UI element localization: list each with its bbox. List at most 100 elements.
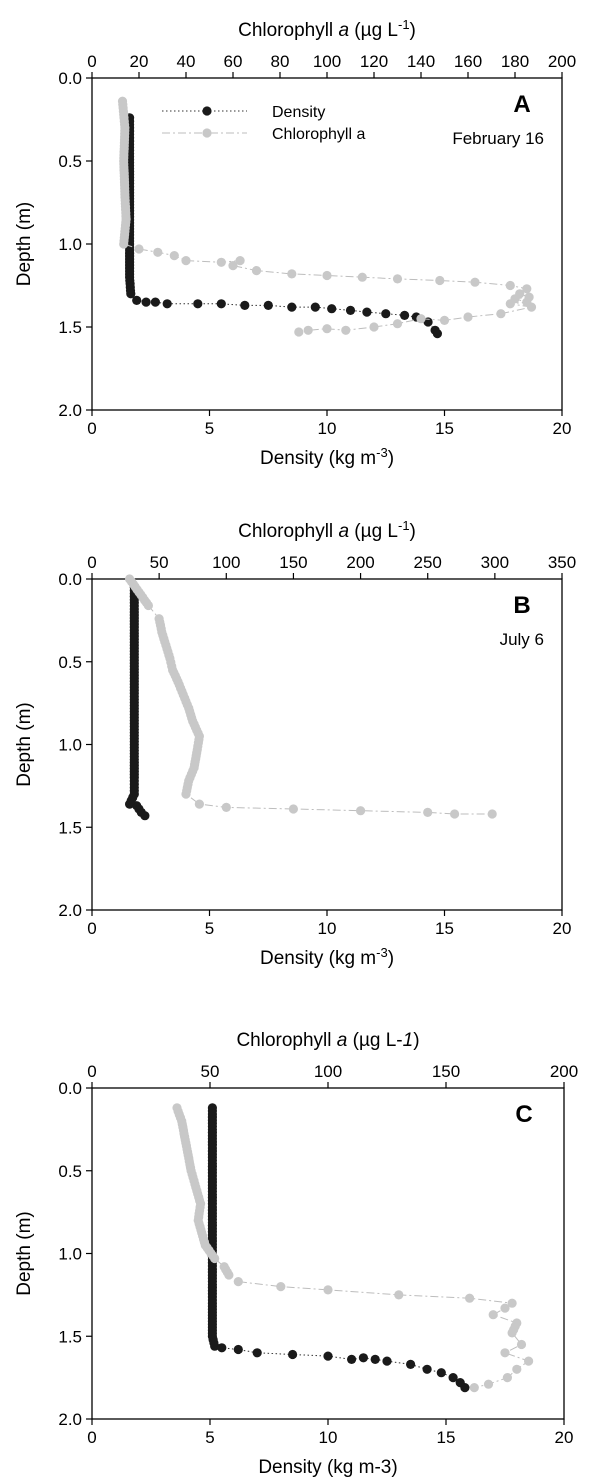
data-point-fill-chlorophyll (222, 1267, 232, 1277)
data-point-chlorophyll (470, 277, 480, 287)
data-point-chlorophyll (369, 322, 379, 332)
x-bottom-tick-label: 10 (318, 419, 337, 438)
data-point-density (406, 1359, 416, 1369)
data-point-density (240, 300, 250, 310)
panel-b: 0 5 10 15 200 50 100 150 200 250 300 3500.00.51.01.… (14, 518, 576, 970)
data-point-chlorophyll (500, 1303, 510, 1313)
data-point-chlorophyll (435, 275, 445, 286)
x-bottom-axis-title-part: ) (388, 948, 394, 969)
data-point-fill-chlorophyll (182, 786, 192, 796)
data-point-density (358, 1353, 368, 1363)
data-point-fill-density (125, 285, 136, 296)
x-top-axis-title-part: (µg L (349, 521, 398, 542)
data-point-density (287, 302, 297, 312)
data-point-density (150, 297, 160, 307)
x-top-axis-title-part: (µg L- (347, 1030, 402, 1051)
y-tick-label: 1.5 (58, 318, 82, 337)
x-bottom-tick-label: 20 (553, 919, 572, 938)
data-point-chlorophyll (487, 809, 497, 819)
panel-letter: A (513, 91, 530, 118)
plot-frame (91, 1087, 565, 1420)
data-point-chlorophyll (507, 1298, 517, 1308)
data-point-fill-chlorophyll (164, 650, 174, 660)
x-top-tick-label: 60 (224, 52, 243, 71)
data-point-chlorophyll (341, 325, 351, 335)
legend-label: Chlorophyll a (272, 126, 365, 143)
data-point-chlorophyll (516, 1339, 527, 1350)
panel-a: 0 5 10 15 200 20 40 60 80 100 120 140 160 180 2000.00.… (14, 17, 576, 470)
data-point-chlorophyll (512, 1364, 522, 1374)
x-top-axis-title-part: -1 (398, 518, 410, 533)
data-point-density (382, 1356, 392, 1366)
data-point-density (448, 1373, 458, 1383)
data-point-chlorophyll (524, 1356, 534, 1366)
data-point-chlorophyll (288, 804, 298, 814)
x-top-tick-label: 350 (548, 553, 576, 572)
data-point-chlorophyll (505, 280, 515, 291)
y-tick-label: 0.0 (58, 1079, 82, 1098)
data-point-density (216, 299, 226, 309)
data-point-fill-density (207, 1196, 217, 1206)
data-point-fill-chlorophyll (208, 1251, 218, 1261)
x-top-tick-label: 200 (346, 553, 374, 572)
x-top-tick-label: 250 (414, 553, 442, 572)
data-point-density (162, 299, 172, 309)
data-point-density (310, 302, 320, 312)
data-point-chlorophyll (303, 325, 313, 335)
data-point-fill-density (209, 1338, 219, 1348)
data-point-density (233, 1344, 243, 1355)
data-point-chlorophyll (502, 1373, 512, 1383)
data-point-chlorophyll (500, 1348, 510, 1358)
data-point-chlorophyll (322, 324, 332, 334)
x-top-tick-label: 140 (407, 52, 435, 71)
data-point-chlorophyll (251, 266, 262, 276)
x-bottom-tick-label: 15 (437, 1428, 456, 1447)
x-top-tick-label: 160 (454, 52, 482, 71)
data-point-fill-chlorophyll (195, 1195, 205, 1206)
data-point-density (323, 1351, 333, 1361)
x-bottom-tick-label: 15 (435, 419, 454, 438)
x-top-tick-label: 100 (212, 553, 240, 572)
data-point-chlorophyll (221, 802, 231, 813)
data-point-chlorophyll (392, 274, 403, 284)
x-top-axis-title-part: ) (413, 1030, 419, 1051)
x-top-tick-label: 50 (201, 1062, 220, 1081)
data-point-density (141, 297, 151, 307)
x-bottom-tick-label: 0 (87, 419, 96, 438)
data-point-density (370, 1354, 380, 1364)
data-point-chlorophyll (134, 244, 144, 254)
legend-label: Density (272, 104, 325, 121)
y-tick-label: 1.0 (58, 736, 82, 755)
data-point-density (400, 310, 410, 320)
x-bottom-tick-label: 0 (87, 919, 96, 938)
x-top-axis-title-part: ) (410, 20, 416, 41)
y-tick-label: 2.0 (58, 901, 82, 920)
data-point-fill-density (129, 770, 139, 780)
x-top-tick-label: 50 (150, 553, 169, 572)
x-bottom-tick-label: 20 (553, 419, 572, 438)
x-top-tick-label: 200 (548, 52, 576, 71)
data-point-chlorophyll (181, 256, 191, 266)
x-top-axis-title-part: a (338, 20, 349, 41)
x-top-axis-title-part: a (337, 1030, 348, 1051)
x-bottom-tick-label: 15 (435, 919, 454, 938)
data-point-density (432, 329, 442, 339)
data-point-density (345, 305, 356, 315)
y-tick-label: 0.0 (58, 69, 82, 88)
data-point-density (422, 1364, 432, 1374)
data-point-density (252, 1348, 262, 1358)
data-point-chlorophyll (463, 312, 473, 322)
y-axis-title: Depth (m) (14, 1211, 35, 1295)
data-point-chlorophyll (439, 315, 450, 325)
y-tick-label: 2.0 (58, 1410, 82, 1429)
x-top-axis-title-part: a (338, 521, 349, 542)
x-top-axis-title-part: (µg L (349, 20, 398, 41)
data-point-chlorophyll (416, 314, 426, 324)
x-top-tick-label: 80 (271, 52, 290, 71)
data-point-density (423, 317, 433, 327)
data-point-chlorophyll (233, 1277, 243, 1287)
x-bottom-axis-title: Density (kg m-3) (260, 945, 394, 970)
data-point-chlorophyll (488, 1310, 498, 1320)
x-bottom-tick-label: 10 (319, 1428, 338, 1447)
data-point-density (140, 811, 150, 821)
